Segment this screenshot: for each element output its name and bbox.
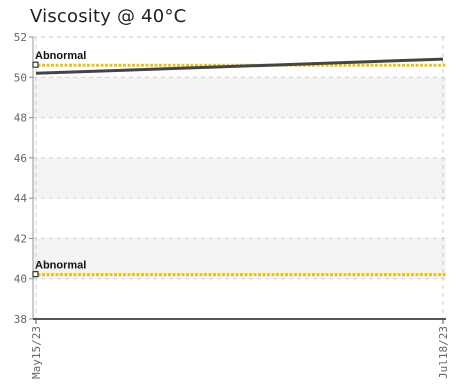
y-tick-label: 46 (14, 152, 27, 165)
y-tick-label: 52 (14, 31, 27, 44)
series-line (35, 57, 444, 75)
threshold-marker (32, 271, 39, 278)
y-tick-label: 38 (14, 313, 27, 326)
background-band (33, 77, 446, 118)
background-band (33, 238, 446, 279)
y-tick-label: 50 (14, 71, 27, 84)
x-tick-labels: May15/23 Jul18/23 (30, 319, 450, 379)
x-tick-label: Jul18/23 (437, 326, 450, 379)
y-tick-label: 42 (14, 232, 27, 245)
chart-title: Viscosity @ 40°C (30, 6, 187, 27)
x-tick-label: May15/23 (30, 326, 43, 379)
background-band (33, 157, 446, 199)
series-lines (35, 57, 444, 75)
y-tick-label: 40 (14, 273, 27, 286)
y-tick-labels: 38 40 42 44 46 48 50 52 (14, 31, 33, 326)
y-tick-label: 48 (14, 112, 27, 125)
threshold-label: Abnormal (35, 50, 86, 62)
y-tick-label: 44 (14, 192, 28, 205)
background-bands (33, 77, 446, 279)
threshold-label: Abnormal (35, 260, 86, 272)
threshold-marker (32, 61, 39, 68)
threshold-lines: Abnormal Abnormal (32, 50, 446, 278)
